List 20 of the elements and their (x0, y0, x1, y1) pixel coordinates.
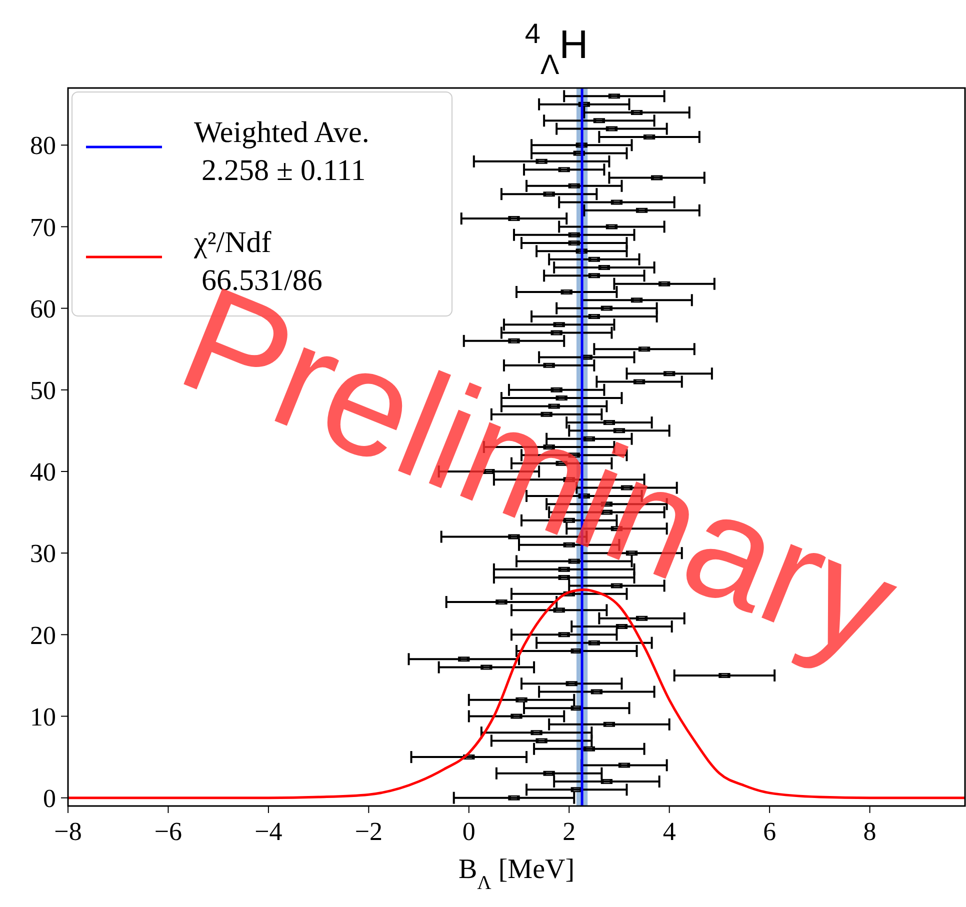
y-tick-label: 50 (30, 376, 56, 405)
x-tick-label: −8 (54, 817, 82, 846)
y-tick-label: 80 (30, 131, 56, 160)
x-tick-label: −6 (154, 817, 182, 846)
y-tick-label: 70 (30, 212, 56, 242)
y-tick-label: 40 (30, 458, 56, 487)
y-tick-label: 30 (30, 539, 56, 568)
x-tick-label: 0 (462, 817, 476, 846)
x-tick-label: 8 (863, 817, 876, 846)
x-tick-label: −2 (354, 817, 383, 846)
x-tick-label: 6 (763, 817, 776, 846)
y-tick-label: 0 (43, 784, 56, 813)
x-tick-label: 2 (562, 817, 576, 846)
x-tick-label: 4 (662, 817, 676, 846)
y-tick-label: 20 (30, 620, 56, 650)
x-tick-label: −4 (254, 817, 282, 846)
legend-label: Weighted Ave. 2.258 ± 0.111 (194, 116, 370, 187)
x-axis-title: B$_{Λ}$ [MeV] (458, 854, 575, 894)
y-tick-label: 60 (30, 294, 56, 324)
y-tick-label: 10 (30, 702, 56, 732)
